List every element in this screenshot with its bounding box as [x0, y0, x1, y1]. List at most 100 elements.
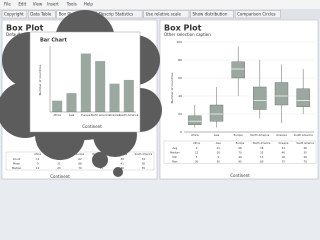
table-cell: 9: [37, 161, 39, 165]
table-cell: 40: [121, 166, 125, 170]
table-header: Africa: [193, 142, 200, 145]
tab[interactable]: [1, 10, 27, 19]
tab-label[interactable]: Copyright: [4, 11, 24, 16]
menu-item[interactable]: View: [33, 2, 43, 7]
x-tick-label: South America: [119, 113, 138, 117]
table-cell: Avg: [172, 146, 177, 150]
table-cell: Min: [173, 155, 178, 159]
table-cell: 5: [196, 155, 198, 159]
x-tick-label: South America: [294, 133, 313, 137]
table-header: Europe: [236, 142, 245, 145]
table-cell: Count: [13, 157, 21, 161]
table-cell: 21: [217, 146, 221, 150]
table-cell: 20: [303, 155, 307, 159]
x-tick-label: North America: [250, 133, 269, 137]
table-cell: 35: [303, 150, 307, 154]
box: [231, 61, 245, 79]
bar: [80, 53, 91, 112]
table-cell: 36: [260, 146, 264, 150]
table-cell: 75: [282, 159, 286, 163]
x-axis-title: Continent: [50, 174, 70, 179]
y-tick-label: 20: [178, 112, 182, 116]
tab-label[interactable]: Comparison Circles: [237, 11, 276, 16]
table-cell: 20: [57, 166, 61, 170]
table-cell: Median: [12, 166, 22, 170]
x-tick-label: Oceania: [276, 133, 287, 137]
table-cell: 12: [195, 150, 199, 154]
table-cell: 70: [78, 166, 82, 170]
table-cell: 62: [78, 157, 82, 161]
table-cell: 41: [282, 146, 286, 150]
y-tick-label: 100: [176, 40, 182, 44]
bar: [109, 83, 120, 112]
table-cell: 10: [282, 155, 286, 159]
bar: [123, 79, 134, 112]
tab[interactable]: [234, 10, 281, 19]
tab[interactable]: [143, 10, 190, 19]
table: [163, 140, 317, 164]
table-cell: Mean: [13, 161, 20, 165]
x-tick-label: Asia: [69, 113, 75, 117]
menu-item[interactable]: File: [4, 2, 11, 7]
box: [188, 115, 202, 126]
table-cell: 15: [260, 155, 264, 159]
table-cell: 5: [217, 155, 219, 159]
pane-title: Box Plot: [164, 24, 202, 33]
table-cell: 30: [195, 159, 199, 163]
y-axis-title: Number of countries: [38, 64, 42, 95]
x-tick-label: Oceania: [109, 113, 120, 117]
tab-label[interactable]: Data Table: [30, 11, 52, 16]
table-header: Oceania: [279, 142, 289, 145]
table-cell: 95: [238, 159, 242, 163]
table-cell: 12: [36, 157, 40, 161]
x-tick-label: Europe: [81, 113, 91, 117]
table-cell: 35: [260, 150, 264, 154]
table-header: North America: [253, 142, 271, 145]
tab-label[interactable]: Show distribution: [193, 11, 228, 16]
table-cell: 40: [238, 155, 242, 159]
tab-label[interactable]: Use relative scale: [146, 11, 182, 16]
menu-item[interactable]: Help: [84, 2, 94, 7]
table-header: South America: [296, 142, 314, 145]
table-cell: 70: [303, 159, 307, 163]
table-cell: 36: [142, 161, 146, 165]
app-window: Box Plot Default caption/title Box Plot …: [0, 0, 320, 180]
y-tick-label: 60: [178, 76, 182, 80]
x-tick-label: Africa: [191, 133, 199, 137]
x-tick-label: Africa: [53, 113, 61, 117]
pane-title: Box Plot: [6, 24, 44, 33]
pane-subtitle: Other selection caption: [164, 32, 211, 37]
table-cell: 21: [57, 161, 61, 165]
tab-label[interactable]: Descrip Statistics: [99, 11, 134, 16]
table-cell: 70: [238, 150, 242, 154]
menu-item[interactable]: Insert: [47, 2, 59, 7]
table-cell: 80: [260, 159, 264, 163]
table-cell: Median: [170, 150, 180, 154]
table-cell: 36: [303, 146, 307, 150]
table-cell: 40: [282, 150, 286, 154]
table-cell: 9: [196, 146, 198, 150]
y-tick-label: 40: [178, 94, 182, 98]
table-cell: 68: [238, 146, 242, 150]
tab[interactable]: [190, 10, 234, 19]
table-cell: 50: [217, 159, 221, 163]
tab[interactable]: [28, 10, 56, 19]
menu-item[interactable]: Edit: [18, 2, 26, 7]
table-cell: 12: [36, 166, 40, 170]
table-cell: 34: [142, 157, 146, 161]
bar: [66, 93, 77, 112]
menu-item[interactable]: Tools: [66, 2, 77, 7]
table-header: Africa: [34, 153, 41, 156]
box: [274, 82, 289, 106]
table-header: Asia: [216, 142, 222, 145]
x-tick-label: Europe: [234, 133, 244, 137]
table-cell: 68: [78, 161, 82, 165]
table-header: Europe: [76, 153, 85, 156]
x-tick-label: North America: [91, 113, 110, 117]
table-cell: 35: [142, 166, 146, 170]
table-cell: 20: [217, 150, 221, 154]
table-cell: 30: [121, 157, 125, 161]
x-tick-label: Asia: [214, 133, 220, 137]
table-cell: Max: [172, 159, 178, 163]
box: [253, 86, 267, 110]
